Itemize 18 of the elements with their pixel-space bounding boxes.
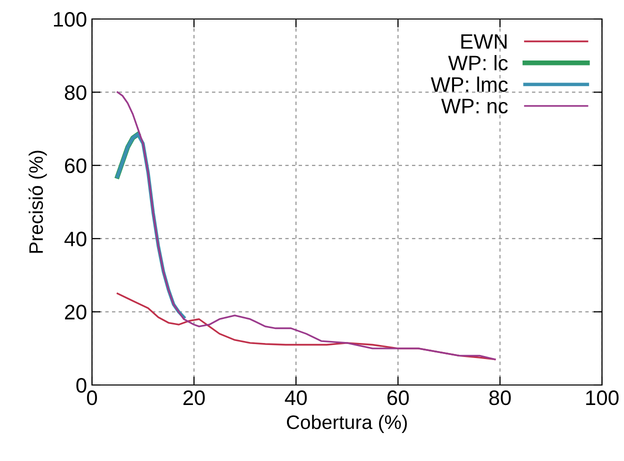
x-tick-label: 60 (387, 390, 409, 406)
y-tick-label: 80 (64, 85, 86, 100)
x-tick-label: 20 (183, 390, 205, 406)
x-tick-label: 80 (489, 390, 511, 406)
legend-label: WP: lc (448, 55, 508, 70)
legend-label: WP: nc (441, 98, 508, 114)
x-tick-label: 40 (284, 390, 307, 406)
legend-label: EWN (461, 34, 507, 49)
x-tick-label: 100 (586, 390, 619, 406)
y-tick-label: 60 (65, 158, 86, 174)
y-axis-title: Precisió (%) (28, 150, 47, 253)
x-tick-label: 0 (87, 390, 97, 406)
y-tick-label: 20 (65, 304, 86, 320)
y-tick-label: 100 (54, 12, 86, 27)
y-tick-label: 0 (76, 378, 86, 393)
x-axis-title: Cobertura (%) (286, 414, 407, 433)
y-tick-label: 40 (64, 232, 86, 246)
legend-label: WP: lmc (430, 76, 508, 92)
